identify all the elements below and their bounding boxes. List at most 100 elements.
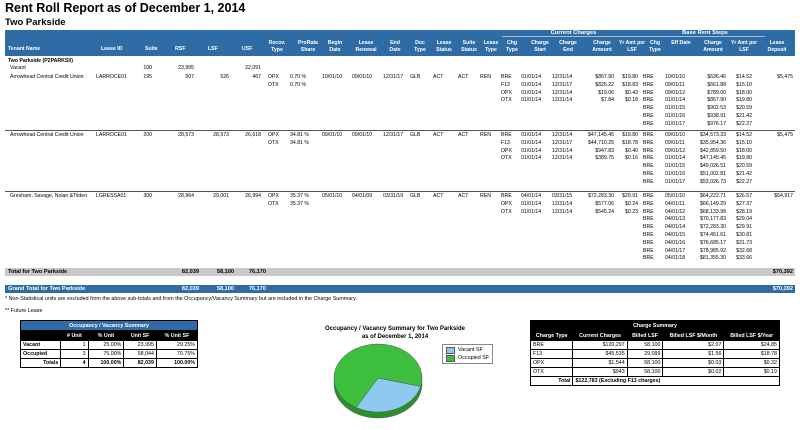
- col-tenant-name: Tenant Name: [8, 46, 41, 52]
- occ-row-vacant: Vacant 1 25.00% 23,995 29.25%: [19, 340, 199, 350]
- charge-type: BRE: [501, 193, 512, 199]
- vacant-name: Vacant: [10, 65, 26, 71]
- occ-label: Vacant: [19, 340, 62, 350]
- cs-year: $24.85: [723, 340, 780, 350]
- step-charge-type: BRE: [643, 139, 654, 146]
- charge-end: 03/31/15: [552, 193, 573, 199]
- step-yr-amt: $31.73: [736, 239, 752, 246]
- step-charge-amount: $636.46: [707, 74, 726, 80]
- footnote-non-statistical: * Non-Statistical units are excluded fro…: [5, 296, 357, 302]
- step-charge-type: BRE: [643, 232, 654, 238]
- step-eff-date: 01/01/15: [665, 163, 686, 170]
- col-step-yr-amt: Yr Amt per LSF: [730, 40, 758, 53]
- col-usf: USF: [242, 46, 253, 52]
- legend-swatch: [446, 346, 455, 354]
- step-charge-type: BRE: [643, 200, 654, 207]
- step-charge-type: BRE: [643, 208, 654, 215]
- step-charge-type: BRE: [643, 163, 654, 170]
- charge-yr-amt: $19.80: [622, 132, 638, 138]
- col-chg-type: Chg Type: [506, 40, 518, 53]
- tenant-prorata-share: 0.70 %: [290, 74, 307, 80]
- cs-type: OTX: [529, 367, 574, 377]
- cs-lsf: 58,100: [626, 367, 664, 377]
- property-group-label: Two Parkside (P2PARKSI/): [8, 58, 73, 64]
- column-header-bar: Tenant Name Lease ID Suite RSF LSF USF R…: [5, 39, 795, 56]
- tenant-doc-type: GLB: [410, 193, 421, 199]
- tenant-rsf: 507: [185, 74, 194, 80]
- step-eff-date: 04/01/16: [665, 239, 686, 246]
- tenant-lease-id: LARROCE01: [96, 74, 127, 80]
- step-eff-date: 01/01/14: [665, 97, 686, 104]
- step-eff-date: 01/01/17: [665, 120, 686, 127]
- step-charge-type: BRE: [643, 113, 654, 119]
- vacant-suite: 100: [143, 65, 152, 71]
- charge-end: 12/31/17: [552, 139, 573, 146]
- charge-end: 12/31/14: [552, 97, 573, 104]
- step-charge-type: BRE: [643, 178, 654, 185]
- legend-item-vacant: Vacant SF: [446, 346, 489, 354]
- tenant-name: Gresham, Savage, Nolan &Tilden: [10, 193, 88, 199]
- step-charge-amount: $78,985.92: [700, 247, 726, 254]
- charge-type: BRE: [501, 74, 512, 80]
- cs-month: $1.56: [662, 349, 725, 359]
- charge-start: 01/01/14: [521, 147, 542, 154]
- charge-amount: $825.22: [595, 81, 614, 88]
- step-charge-type: BRE: [643, 216, 654, 223]
- legend-label: Vacant SF: [458, 347, 483, 353]
- tenant-lease-type: REN: [480, 132, 491, 138]
- charge-start: 01/01/14: [521, 97, 542, 104]
- step-charge-amount: $74,451.61: [700, 232, 726, 238]
- tenant-end-date: 12/31/17: [383, 74, 404, 80]
- col-recov-type: Recov. Type: [268, 40, 286, 53]
- tenant-suite: 300: [143, 193, 152, 199]
- charge-yr-amt: $0.18: [625, 97, 638, 104]
- step-charge-amount: $76,685.17: [700, 239, 726, 246]
- footnote-future-lease: ** Future Lease: [5, 308, 43, 314]
- total-lsf: 58,100: [216, 269, 234, 275]
- step-charge-type: BRE: [643, 81, 654, 88]
- grand-total-usf: 76,170: [248, 286, 266, 292]
- charge-start: 01/01/14: [521, 81, 542, 88]
- step-yr-amt: $29.91: [736, 224, 752, 231]
- step-yr-amt: $29.04: [736, 216, 752, 223]
- step-yr-amt: $18.00: [736, 147, 752, 154]
- pie-title-line2: as of December 1, 2014: [361, 334, 429, 340]
- step-yr-amt: $20.59: [736, 105, 752, 112]
- pie-legend: Vacant SF Occupied SF: [442, 344, 494, 364]
- step-charge-type: BRE: [643, 89, 654, 96]
- step-charge-type: BRE: [643, 97, 654, 104]
- tenant-prorata-share: 34.81 %: [290, 139, 310, 146]
- occ-pct-unit: 25.00%: [87, 340, 125, 350]
- occ-units: 3: [60, 349, 89, 359]
- col-lease-id: Lease ID: [101, 46, 123, 52]
- cs-month: $0.02: [662, 367, 725, 377]
- cs-total-label: Total: [529, 376, 574, 386]
- tenant-lease-status: ACT: [433, 193, 444, 199]
- tenant-lease-status: ACT: [433, 74, 444, 80]
- cs-total-row: Total $122,783 (Excluding F13 charges): [529, 376, 780, 386]
- step-charge-amount: $51,002.81: [700, 171, 726, 177]
- tenant-prorata-share: 0.70 %: [290, 81, 307, 88]
- occ-pct-sf: 70.75%: [155, 349, 199, 359]
- col-rsf: RSF: [175, 46, 186, 52]
- step-yr-amt: $30.81: [736, 232, 752, 238]
- charge-amount: $389.75: [595, 155, 614, 162]
- occ-pct-unit: 100.00%: [87, 358, 125, 368]
- cs-row: OTX $943 58,100 $0.02 $0.19: [529, 367, 780, 377]
- step-eff-date: 09/01/11: [665, 139, 685, 146]
- charge-end: 12/31/14: [552, 74, 573, 80]
- col-eff-date: Eff Date: [671, 40, 691, 46]
- grand-total-row: Grand Total for Two Parkside 82,039 58,1…: [5, 285, 795, 293]
- tenant-lease-type: REN: [480, 74, 491, 80]
- step-eff-date: 01/01/16: [665, 171, 686, 177]
- step-charge-type: BRE: [643, 247, 654, 254]
- charge-type: BRE: [501, 132, 512, 138]
- group-header-bar: Current Charges Base Rent Steps: [5, 30, 795, 39]
- legend-item-occupied: Occupied SF: [446, 354, 489, 362]
- tenant-recov-type: OTX: [268, 200, 279, 207]
- cs-type: BRE: [529, 340, 574, 350]
- tenant-lsf: 29,001: [213, 193, 229, 199]
- legend-label: Occupied SF: [458, 355, 490, 361]
- tenant-recov-type: OTX: [268, 81, 279, 88]
- cs-row: F13 $45,535 29,099 $1.56 $18.78: [529, 349, 780, 359]
